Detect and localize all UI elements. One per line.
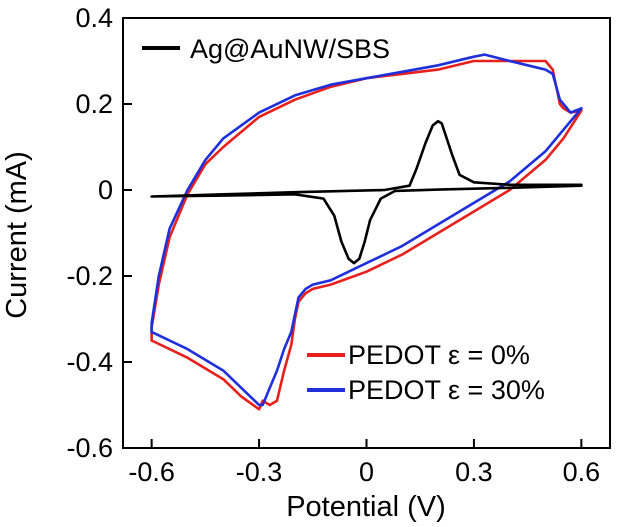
series-line-1	[150, 59, 583, 411]
y-tick-label: 0	[98, 175, 113, 205]
y-tick-label: -0.4	[66, 347, 113, 377]
series-line-2	[150, 53, 583, 407]
x-axis-label: Potential (V)	[286, 491, 446, 523]
y-tick-label: 0.2	[75, 89, 113, 119]
y-tick-label: -0.6	[66, 433, 113, 463]
x-tick-label: 0.3	[455, 457, 493, 487]
x-tick-label: -0.3	[236, 457, 283, 487]
legend-label-pedot-0: PEDOT ε = 0%	[348, 340, 530, 370]
y-tick-label: -0.2	[66, 261, 113, 291]
ticks-layer: -0.6 -0.3 0 0.3 0.6 -0.6 -0.4 -0.2 0 0.2 0.4	[66, 3, 600, 487]
x-tick-label: 0	[359, 457, 374, 487]
legend-label-pedot-30: PEDOT ε = 30%	[348, 375, 545, 405]
x-tick-label: 0.6	[563, 457, 601, 487]
legend-bottom: PEDOT ε = 0% PEDOT ε = 30%	[307, 340, 545, 405]
y-tick-label: 0.4	[75, 3, 113, 33]
legend-top: Ag@AuNW/SBS	[142, 34, 390, 64]
y-axis-label: Current (mA)	[1, 151, 33, 319]
series-line-0	[150, 119, 583, 265]
series-layer	[150, 53, 583, 411]
legend-label-ag: Ag@AuNW/SBS	[190, 34, 390, 64]
x-tick-label: -0.6	[128, 457, 175, 487]
